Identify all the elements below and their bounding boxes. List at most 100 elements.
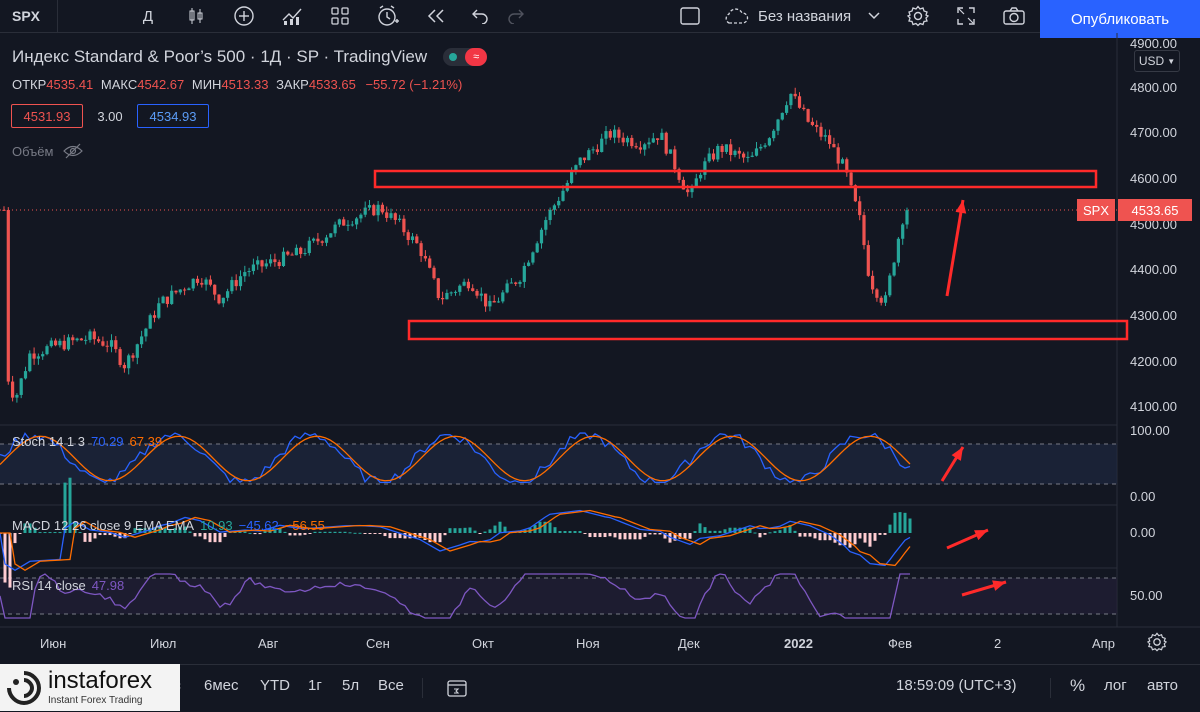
candle-body: [393, 213, 397, 220]
macd-histogram-bar: [473, 530, 477, 533]
range-ytd-button[interactable]: YTD: [260, 677, 290, 694]
candle-body: [75, 338, 79, 341]
price-axis-label: 4400.00: [1130, 262, 1177, 277]
macd-histogram-bar: [543, 521, 547, 533]
macd-histogram-bar: [298, 533, 302, 536]
candle-body: [595, 149, 599, 152]
macd-histogram-bar: [88, 533, 92, 542]
sell-price-box[interactable]: 4531.93: [11, 104, 83, 128]
alert-clock-icon[interactable]: [370, 0, 406, 32]
macd-histogram-bar: [718, 530, 722, 533]
candle-body: [385, 212, 389, 218]
macd-histogram-bar: [443, 533, 447, 536]
range-6m-button[interactable]: 6мес: [204, 677, 239, 694]
fullscreen-icon[interactable]: [948, 0, 984, 32]
macd-histogram-bar: [858, 533, 862, 539]
candle-body: [617, 129, 621, 138]
axis-settings-gear-icon[interactable]: [1147, 632, 1167, 652]
candle-body: [174, 290, 178, 293]
range-5y-button[interactable]: 5л: [342, 677, 360, 694]
range-all-button[interactable]: Все: [378, 677, 404, 694]
candle-body: [251, 264, 255, 272]
market-status-toggle[interactable]: ≈: [443, 48, 488, 66]
macd-histogram-bar: [788, 525, 792, 533]
macd-histogram-bar: [898, 512, 902, 533]
chevron-down-icon: ▼: [1167, 56, 1176, 66]
macd-histogram-bar: [108, 533, 112, 536]
eye-crossed-icon[interactable]: [63, 143, 84, 159]
candle-body: [772, 130, 776, 139]
candle-body: [441, 297, 445, 300]
buy-price-box[interactable]: 4534.93: [137, 104, 209, 128]
candle-body: [544, 220, 548, 230]
interval-button[interactable]: Д: [142, 7, 154, 25]
macd-histogram-bar: [893, 512, 897, 533]
candles-style-icon[interactable]: [178, 0, 214, 32]
candle-body: [131, 355, 135, 358]
candle-body: [6, 209, 10, 382]
instaforex-logo: instaforex Instant Forex Trading: [0, 664, 180, 711]
settings-gear-icon[interactable]: [900, 0, 936, 32]
macd-histogram-bar: [658, 533, 662, 535]
macd-histogram-bar: [693, 531, 697, 533]
candle-body: [793, 93, 797, 97]
candle-body: [518, 281, 522, 284]
candle-body: [66, 337, 71, 350]
candle-body: [350, 224, 354, 226]
candle-body: [165, 296, 169, 304]
time-axis-label: Окт: [472, 636, 494, 651]
replay-icon[interactable]: [418, 0, 454, 32]
candle-body: [664, 132, 668, 154]
time-axis-label: Фев: [888, 636, 913, 651]
macd-line: [0, 509, 911, 572]
macd-histogram-bar: [363, 533, 367, 534]
macd-histogram-bar: [553, 527, 557, 533]
date-range-icon[interactable]: [446, 678, 468, 698]
macd-histogram-bar: [23, 523, 27, 533]
templates-icon[interactable]: [322, 0, 358, 32]
redo-icon[interactable]: [500, 0, 532, 32]
clock-timezone[interactable]: 18:59:09 (UTC+3): [896, 677, 1017, 694]
add-compare-icon[interactable]: [226, 0, 262, 32]
candle-body: [11, 381, 15, 398]
macd-histogram-bar: [78, 532, 82, 534]
select-layout-icon[interactable]: [672, 0, 708, 32]
macd-histogram-bar: [698, 523, 702, 533]
undo-icon[interactable]: [464, 0, 496, 32]
symbol-search-button[interactable]: SPX: [0, 0, 58, 32]
main-chart-canvas[interactable]: [0, 33, 1200, 664]
macd-histogram-bar: [408, 533, 412, 539]
candle-body: [853, 185, 857, 202]
percent-toggle[interactable]: %: [1070, 676, 1086, 695]
candle-body: [342, 219, 346, 226]
macd-histogram-bar: [763, 533, 767, 535]
candle-body: [720, 145, 724, 152]
candle-body: [49, 340, 53, 347]
candle-body: [776, 119, 780, 131]
publish-button[interactable]: Опубликовать: [1040, 0, 1200, 38]
log-toggle[interactable]: лог: [1104, 677, 1127, 694]
time-axis-label: Дек: [678, 636, 700, 651]
change-value: −55.72 (−1.21%): [365, 77, 463, 92]
layout-name-button[interactable]: Без названия: [722, 0, 881, 32]
candle-body: [294, 247, 298, 256]
camera-snapshot-icon[interactable]: [996, 0, 1032, 32]
candle-body: [269, 259, 273, 264]
macd-histogram-bar: [43, 532, 47, 534]
macd-histogram-bar: [478, 533, 482, 534]
range-1y-button[interactable]: 1г: [308, 677, 322, 694]
candle-body: [660, 132, 664, 140]
macd-histogram-bar: [378, 533, 382, 535]
candle-body: [656, 138, 660, 140]
auto-toggle[interactable]: авто: [1147, 677, 1179, 694]
currency-selector[interactable]: USD ▼: [1134, 50, 1180, 72]
candle-body: [780, 112, 784, 120]
instaforex-logo-mark: [7, 670, 42, 705]
macd-histogram-bar: [448, 528, 452, 533]
macd-histogram-bar: [878, 533, 882, 535]
candle-body: [105, 345, 109, 347]
indicators-icon[interactable]: [274, 0, 310, 32]
candle-body: [875, 289, 879, 298]
macd-histogram-bar: [498, 521, 502, 533]
candle-body: [888, 275, 892, 296]
